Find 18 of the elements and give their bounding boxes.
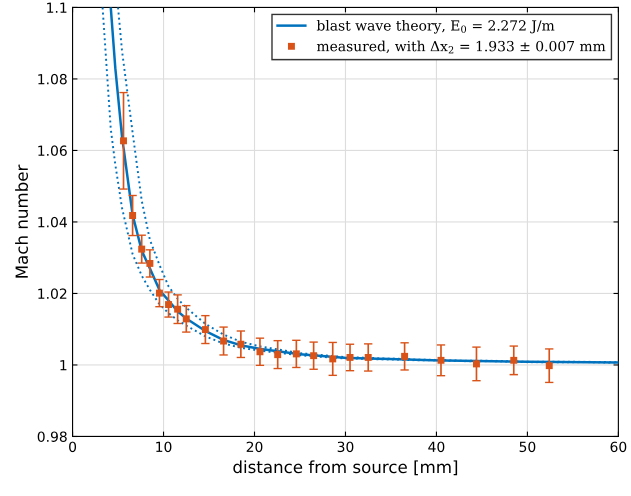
x-tick-label: 10 bbox=[156, 442, 172, 452]
x-axis-title: distance from source [mm] bbox=[233, 460, 458, 476]
legend-label: measured, with Δx$_{2}$ = 1.933 ± 0.007 mm bbox=[316, 40, 606, 54]
x-tick-label: 30 bbox=[338, 442, 354, 452]
y-tick-label: 1.1 bbox=[47, 2, 66, 13]
legend-label: blast wave theory, E$_{0}$ = 2.272 J/m bbox=[316, 20, 554, 34]
y-tick-label: 1.08 bbox=[38, 74, 67, 84]
x-tick-label: 20 bbox=[246, 442, 262, 452]
x-tick-label: 50 bbox=[520, 442, 536, 452]
y-tick-label: 1.02 bbox=[38, 288, 66, 299]
x-tick-label: 0 bbox=[69, 442, 76, 452]
y-tick-label: 1 bbox=[60, 360, 66, 370]
y-tick-label: 0.98 bbox=[38, 431, 67, 442]
y-axis-title: Mach number bbox=[15, 164, 28, 278]
x-tick-label: 60 bbox=[610, 442, 626, 452]
x-tick-label: 40 bbox=[428, 442, 444, 452]
y-tick-label: 1.04 bbox=[38, 216, 67, 228]
y-tick-label: 1.06 bbox=[38, 145, 67, 156]
